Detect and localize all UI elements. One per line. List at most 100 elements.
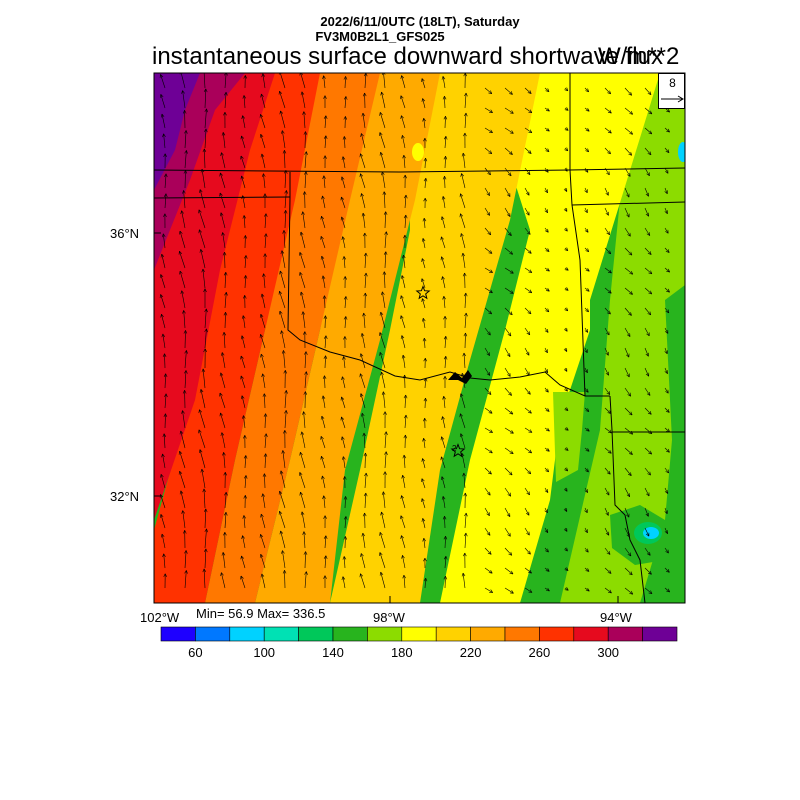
wind-vector-head bbox=[204, 308, 207, 313]
wind-vector-head bbox=[566, 327, 568, 332]
wind-vector-head bbox=[649, 311, 652, 315]
wind-vector bbox=[584, 567, 590, 572]
lat-label-36n: 36°N bbox=[110, 226, 139, 241]
wind-vector-head bbox=[259, 534, 261, 538]
wind-vector-head bbox=[203, 348, 206, 353]
wind-vector bbox=[544, 347, 548, 353]
wind-vector-head bbox=[664, 371, 668, 374]
wind-vector bbox=[284, 170, 287, 189]
wind-vector-head bbox=[630, 251, 633, 256]
wind-vector-head bbox=[323, 135, 327, 139]
wind-vector bbox=[264, 233, 267, 249]
wind-vector-head bbox=[609, 129, 612, 134]
wind-vector-head bbox=[361, 133, 364, 137]
wind-vector bbox=[404, 214, 407, 229]
wind-vector-head bbox=[403, 234, 406, 239]
wind-vector bbox=[180, 430, 186, 449]
wind-vector bbox=[462, 573, 466, 589]
wind-vector bbox=[584, 327, 589, 333]
wind-vector-head bbox=[321, 455, 324, 460]
wind-vector-head bbox=[221, 352, 225, 356]
wind-vector-head bbox=[423, 357, 426, 362]
wind-vector bbox=[644, 167, 650, 176]
wind-vector-head bbox=[465, 73, 467, 77]
wind-vector-head bbox=[265, 433, 268, 438]
wind-vector bbox=[484, 127, 493, 133]
wind-vector-head bbox=[400, 335, 403, 339]
wind-vector bbox=[422, 458, 426, 469]
wind-vector bbox=[462, 253, 466, 269]
wind-vector-head bbox=[527, 392, 531, 395]
wind-vector-head bbox=[650, 590, 653, 594]
wind-vector-head bbox=[423, 577, 426, 582]
wind-vector-head bbox=[460, 233, 462, 237]
wind-vector-head bbox=[301, 211, 303, 216]
wind-vector-head bbox=[241, 335, 245, 339]
wind-vector-head bbox=[262, 373, 265, 377]
wind-vector-head bbox=[566, 427, 569, 431]
wind-vector-head bbox=[443, 356, 447, 360]
wind-vector-head bbox=[200, 469, 203, 473]
wind-vector-head bbox=[464, 132, 467, 137]
wind-vector-head bbox=[223, 452, 226, 456]
wind-vector-head bbox=[422, 238, 426, 242]
wind-vector-head bbox=[528, 111, 532, 113]
wind-vector-head bbox=[664, 511, 668, 515]
wind-vector-head bbox=[164, 153, 167, 158]
wind-vector bbox=[163, 133, 166, 149]
wind-vector bbox=[524, 367, 530, 376]
wind-vector bbox=[461, 173, 466, 189]
wind-vector-head bbox=[547, 587, 550, 592]
wind-vector bbox=[184, 350, 187, 369]
wind-vector-head bbox=[345, 496, 348, 500]
wind-vector bbox=[321, 216, 326, 229]
wind-vector-head bbox=[243, 75, 246, 79]
wind-vector bbox=[584, 287, 590, 292]
wind-vector-head bbox=[219, 412, 221, 417]
wind-vector-head bbox=[204, 69, 206, 72]
wind-vector-head bbox=[441, 496, 444, 500]
wind-vector bbox=[524, 107, 533, 113]
wind-vector-head bbox=[405, 194, 408, 199]
wind-vector-head bbox=[423, 417, 425, 422]
wind-vector-head bbox=[609, 589, 612, 594]
wind-vector bbox=[584, 187, 588, 193]
wind-vector-head bbox=[441, 456, 444, 460]
wind-vector bbox=[484, 467, 492, 475]
wind-vector-head bbox=[161, 233, 164, 238]
wind-vector-head bbox=[585, 270, 590, 272]
wind-vector-head bbox=[202, 568, 205, 573]
wind-vector-head bbox=[179, 230, 183, 234]
wind-vector-head bbox=[184, 110, 187, 114]
wind-vector-head bbox=[509, 253, 513, 255]
wind-vector-head bbox=[162, 553, 164, 558]
wind-vector bbox=[644, 447, 652, 455]
wind-vector-head bbox=[405, 214, 408, 219]
wind-vector-head bbox=[242, 115, 245, 119]
wind-vector-head bbox=[626, 514, 630, 518]
wind-vector-head bbox=[490, 569, 493, 574]
wind-vector-head bbox=[441, 216, 445, 220]
wind-vector bbox=[484, 227, 492, 235]
wind-vector bbox=[323, 75, 326, 89]
wind-vector-head bbox=[424, 137, 427, 142]
wind-vector-head bbox=[506, 354, 511, 357]
wind-vector bbox=[664, 547, 669, 554]
wind-vector-head bbox=[545, 230, 549, 233]
wind-vector-head bbox=[165, 393, 168, 398]
wind-vector-head bbox=[178, 471, 180, 475]
wind-vector bbox=[380, 312, 386, 329]
wind-vector-head bbox=[509, 573, 514, 575]
wind-vector-head bbox=[279, 310, 283, 314]
wind-vector-head bbox=[400, 295, 404, 299]
colorbar-tick-label: 300 bbox=[597, 645, 619, 660]
wind-vector-head bbox=[666, 590, 670, 593]
wind-vector-head bbox=[322, 375, 325, 380]
wind-vector-head bbox=[182, 190, 184, 194]
wind-vector bbox=[322, 275, 326, 289]
wind-vector-head bbox=[265, 213, 268, 217]
wind-vector bbox=[160, 494, 166, 509]
wind-vector-head bbox=[401, 75, 405, 79]
wind-vector-head bbox=[547, 228, 549, 233]
wind-vector bbox=[422, 98, 426, 109]
